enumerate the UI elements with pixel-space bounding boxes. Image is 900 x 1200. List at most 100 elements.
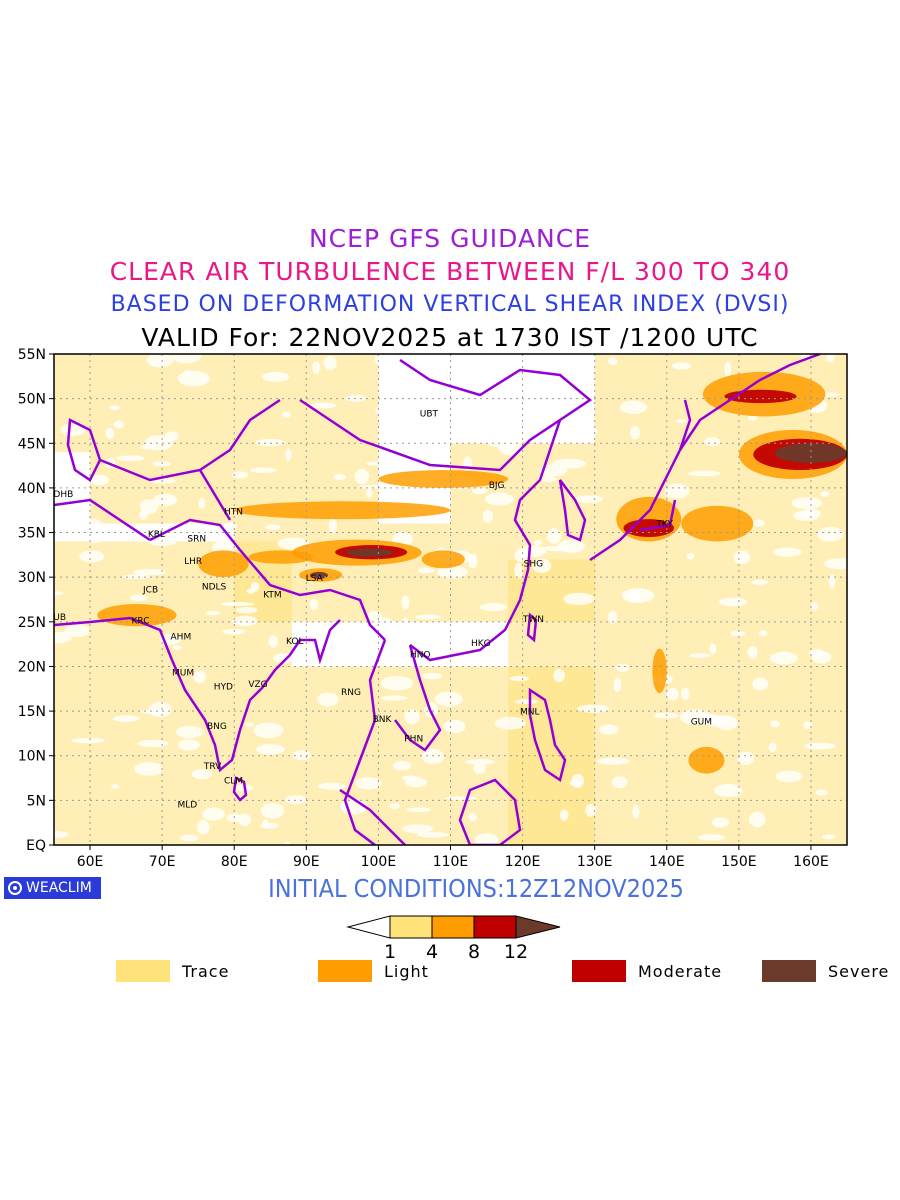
clear-patch	[54, 631, 72, 644]
initial-conditions: INITIAL CONDITIONS:12Z12NOV2025	[268, 874, 684, 903]
clear-patch	[323, 658, 332, 669]
station-label: LHR	[184, 557, 202, 567]
station-label: HNO	[410, 651, 431, 661]
clear-patch	[246, 588, 255, 594]
clear-patch	[666, 687, 679, 701]
clear-patch	[417, 832, 449, 838]
clear-patch	[828, 573, 836, 588]
clear-patch	[714, 783, 743, 798]
lat-tick-label: 10N	[18, 749, 46, 765]
clear-patch	[198, 497, 206, 509]
clear-patch	[86, 518, 103, 535]
clear-patch	[220, 602, 255, 607]
clear-patch	[146, 354, 174, 368]
clear-patch	[747, 645, 758, 659]
station-label: RNG	[341, 688, 361, 698]
clear-patch	[71, 737, 106, 744]
turbulence-zone-severe	[774, 443, 847, 463]
clear-patch	[183, 370, 192, 375]
clear-patch	[719, 597, 748, 607]
clear-patch	[380, 695, 408, 701]
clear-patch	[310, 402, 337, 409]
clear-patch	[89, 474, 109, 486]
lon-tick-label: 70E	[149, 854, 176, 870]
legend-moderate-swatch	[572, 960, 626, 982]
clear-patch	[435, 416, 467, 424]
clear-patch	[585, 803, 597, 817]
clear-patch	[434, 691, 463, 707]
clear-patch	[541, 546, 572, 552]
clear-patch	[175, 725, 204, 739]
turbulence-zone-light	[97, 603, 177, 627]
clear-patch	[737, 751, 755, 766]
clear-patch	[111, 784, 120, 790]
clear-patch	[54, 830, 69, 838]
lon-tick-label: 60E	[77, 854, 104, 870]
clear-patch	[672, 362, 692, 370]
lon-tick-label: 100E	[361, 854, 397, 870]
legend-moderate-label: Moderate	[638, 961, 723, 981]
clear-patch	[514, 699, 538, 705]
lon-tick-label: 130E	[577, 854, 613, 870]
clear-patch	[611, 776, 628, 789]
clear-patch	[436, 565, 468, 579]
colorbar-tick-label: 4	[426, 941, 438, 963]
clear-patch	[621, 588, 655, 603]
clear-patch	[607, 357, 618, 366]
station-label: MLD	[178, 801, 198, 811]
station-label: BJG	[489, 481, 505, 491]
clear-patch	[404, 709, 420, 725]
clear-patch	[312, 361, 321, 374]
clear-patch	[811, 602, 819, 611]
clear-patch	[619, 400, 648, 414]
clear-patch	[358, 484, 381, 490]
legend-moderate: Moderate	[572, 960, 722, 982]
clear-patch	[772, 547, 802, 557]
clear-patch	[285, 448, 292, 461]
clear-patch	[471, 487, 488, 495]
station-label: AHM	[171, 633, 192, 643]
clear-patch	[355, 777, 382, 790]
station-label: TKY	[655, 519, 673, 529]
clear-patch	[249, 467, 277, 474]
clear-patch	[122, 574, 150, 580]
station-label: DUB	[46, 613, 66, 623]
clear-patch	[479, 602, 508, 612]
lat-tick-label: 25N	[18, 615, 46, 631]
clear-patch	[113, 420, 124, 429]
lon-tick-label: 160E	[793, 854, 829, 870]
clear-patch	[401, 595, 410, 610]
clear-patch	[177, 370, 210, 387]
clear-patch	[309, 598, 319, 611]
lat-tick-label: 35N	[18, 526, 46, 542]
clear-patch	[354, 469, 370, 485]
clear-patch	[822, 834, 836, 840]
station-label: GUM	[691, 717, 712, 727]
clear-patch	[64, 515, 75, 527]
turbulence-zone-light	[688, 746, 725, 774]
turbulence-zones	[97, 371, 847, 774]
clear-patch	[112, 715, 140, 722]
clear-patch	[225, 521, 237, 530]
clear-patch	[518, 545, 546, 558]
station-label: HYD	[214, 683, 233, 693]
station-label: TRV	[203, 762, 222, 772]
clear-patch	[428, 398, 448, 412]
lat-lon-grid	[54, 354, 847, 845]
lat-tick-label: 45N	[18, 436, 46, 452]
colorbar-low-arrow	[346, 915, 391, 939]
legend-severe: Severe	[762, 960, 889, 982]
clear-patch	[402, 617, 409, 631]
legend-severe-swatch	[762, 960, 816, 982]
station-labels: UBT BJG DHB HTN KBL SRN LHR NDLS JCB KTM LSA SHG TKY…	[46, 409, 712, 811]
lat-tick-label: EQ	[26, 838, 46, 854]
lat-tick-label: 5N	[27, 793, 46, 809]
clear-patch	[193, 670, 207, 684]
trace-layer	[54, 354, 847, 845]
clear-patch	[473, 762, 487, 774]
clear-patch	[748, 811, 766, 828]
clear-patch	[366, 488, 373, 499]
clear-patch	[133, 568, 167, 576]
clear-patch	[599, 724, 619, 735]
clear-patch	[253, 722, 284, 739]
